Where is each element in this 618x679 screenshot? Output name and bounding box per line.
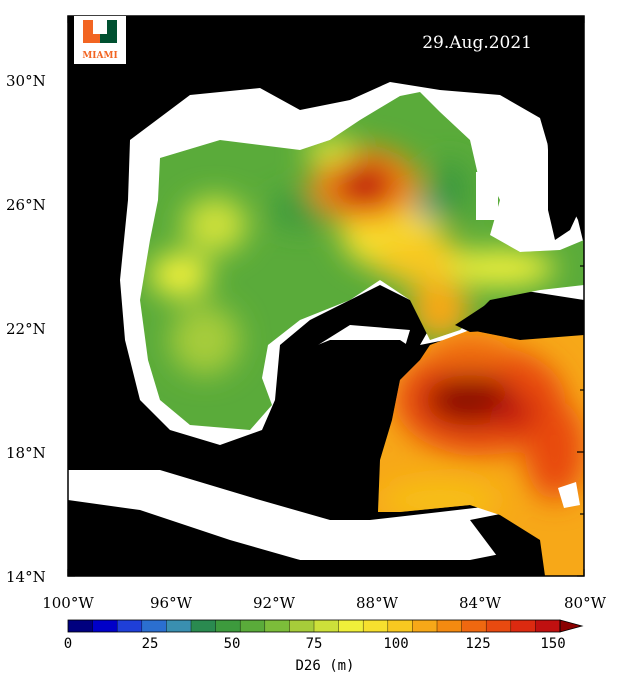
cb-label-100: 100	[383, 636, 408, 652]
miami-logo: MIAMI	[74, 16, 126, 64]
logo-text: MIAMI	[82, 51, 117, 61]
lon-label-100: 100°W	[42, 594, 94, 612]
colorbar-segment	[191, 620, 217, 632]
lon-labels: 100°W 96°W 92°W 88°W 84°W 80°W	[42, 594, 606, 612]
colorbar-tick-labels: 0 25 50 75 100 125 150	[64, 636, 566, 652]
axis-ticks	[67, 16, 585, 577]
colorbar-segment	[314, 620, 340, 632]
colorbar-segment	[264, 620, 290, 632]
colorbar-segment	[461, 620, 487, 632]
colorbar-segment	[412, 620, 438, 632]
lat-label-22: 22°N	[6, 320, 46, 338]
no-data-patch	[476, 172, 498, 220]
cb-label-0: 0	[64, 636, 72, 652]
cb-label-150: 150	[540, 636, 565, 652]
lat-label-26: 26°N	[6, 196, 46, 214]
colorbar-title: D26 (m)	[295, 658, 354, 674]
lon-label-84: 84°W	[459, 594, 502, 612]
cb-label-50: 50	[224, 636, 241, 652]
colorbar	[67, 619, 584, 633]
no-data-patch-2	[558, 482, 580, 508]
lat-labels: 30°N 26°N 22°N 18°N 14°N	[6, 72, 46, 586]
colorbar-segment	[141, 620, 167, 632]
colorbar-segment	[363, 620, 389, 632]
lon-label-80: 80°W	[564, 594, 607, 612]
cb-label-75: 75	[306, 636, 323, 652]
colorbar-segment	[535, 620, 561, 632]
colorbar-segment	[166, 620, 192, 632]
colorbar-segment	[68, 620, 94, 632]
lon-label-92: 92°W	[253, 594, 296, 612]
colorbar-overflow-arrow	[559, 619, 584, 633]
date-label: 29.Aug.2021	[422, 33, 532, 53]
colorbar-segment	[215, 620, 241, 632]
colorbar-segment	[117, 620, 143, 632]
cb-label-25: 25	[142, 636, 159, 652]
colorbar-segment	[437, 620, 463, 632]
colorbar-segment	[486, 620, 512, 632]
colorbar-segment	[338, 620, 364, 632]
cuba	[455, 296, 584, 332]
colorbar-segment	[240, 620, 266, 632]
lon-label-96: 96°W	[150, 594, 193, 612]
lat-label-18: 18°N	[6, 444, 46, 462]
colorbar-segment	[510, 620, 536, 632]
lat-label-30: 30°N	[6, 72, 46, 90]
lat-label-14: 14°N	[6, 568, 46, 586]
colorbar-segment	[92, 620, 118, 632]
lon-label-88: 88°W	[356, 594, 399, 612]
cb-label-125: 125	[465, 636, 490, 652]
colorbar-segment	[387, 620, 413, 632]
colorbar-segment	[289, 620, 315, 632]
